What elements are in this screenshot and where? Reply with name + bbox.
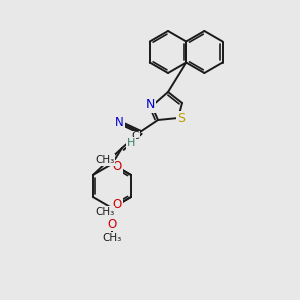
Text: N: N — [145, 98, 155, 112]
Text: C: C — [132, 131, 139, 141]
Text: N: N — [115, 116, 124, 129]
Text: O: O — [112, 160, 122, 173]
Text: CH₃: CH₃ — [102, 233, 122, 243]
Text: O: O — [107, 218, 117, 230]
Text: S: S — [177, 112, 185, 124]
Text: CH₃: CH₃ — [95, 207, 115, 217]
Text: CH₃: CH₃ — [95, 155, 115, 165]
Text: O: O — [112, 199, 122, 212]
Text: H: H — [127, 138, 135, 148]
